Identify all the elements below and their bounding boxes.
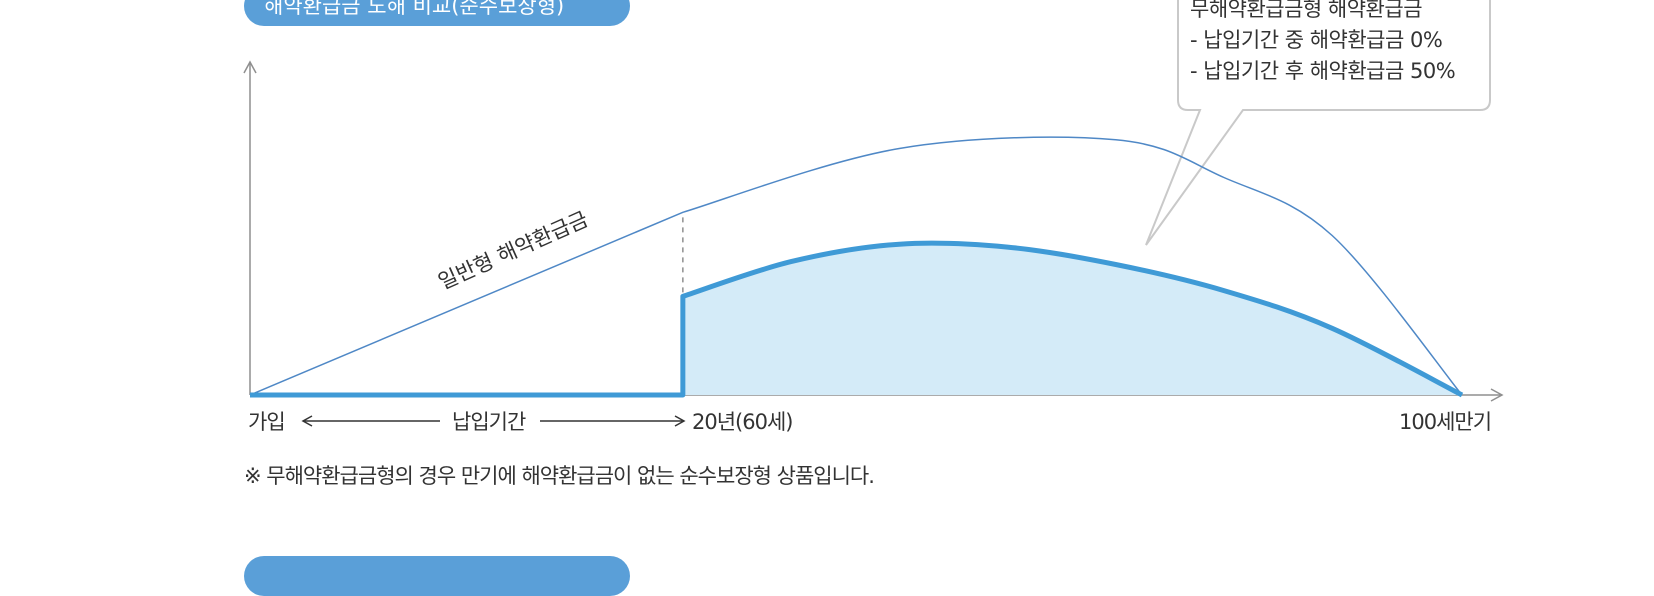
x-tick-20y: 20년(60세)	[692, 410, 793, 434]
section-title: 해약환급금 도해 비교(순수보장형)	[264, 0, 565, 18]
callout-title: 무해약환급금형 해약환급금	[1190, 0, 1423, 21]
surrender-value-chart: 일반형 해약환급금	[243, 0, 1504, 427]
footnote: ※ 무해약환급금형의 경우 만기에 해약환급금이 없는 순수보장형 상품입니다.	[244, 464, 875, 488]
x-tick-start: 가입	[248, 410, 286, 434]
callout-bubble	[1145, 0, 1491, 246]
no-refund-surrender-line	[250, 240, 1464, 398]
callout-text: 무해약환급금형 해약환급금 - 납입기간 중 해약환급금 0% - 납입기간 후…	[1190, 0, 1456, 87]
payment-period-label: 납입기간	[452, 410, 526, 434]
general-surrender-line	[249, 136, 1463, 396]
no-refund-area	[682, 243, 1462, 395]
x-tick-maturity: 100세만기	[1399, 410, 1492, 434]
general-series-label: 일반형 해약환급금	[435, 207, 592, 295]
section-title-pill: 해약환급금 도해 비교(순수보장형)	[244, 0, 630, 26]
callout-line-after: - 납입기간 후 해약환급금 50%	[1190, 59, 1456, 83]
callout-line-during: - 납입기간 중 해약환급금 0%	[1190, 28, 1443, 52]
